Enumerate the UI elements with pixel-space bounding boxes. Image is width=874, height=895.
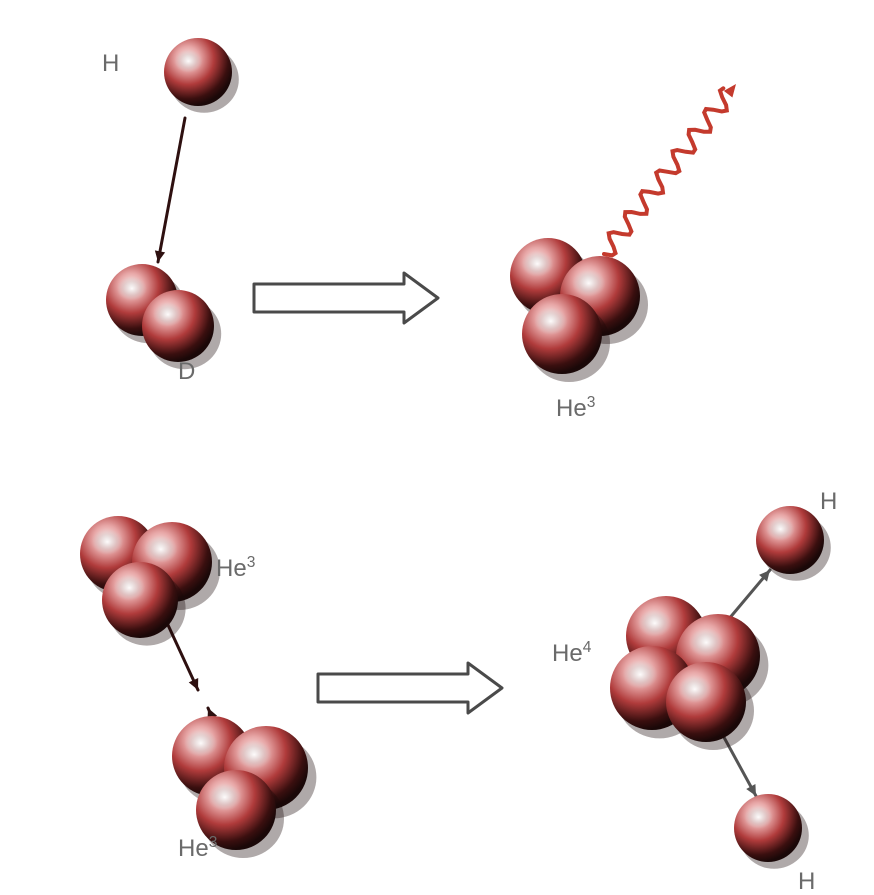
- label-text: He: [178, 835, 209, 862]
- label-He3_midL: He3: [216, 555, 255, 581]
- label-superscript: 3: [587, 394, 596, 411]
- label-text: He: [556, 395, 587, 422]
- label-text: H: [820, 488, 837, 515]
- cluster-D: [106, 264, 221, 369]
- label-text: H: [102, 50, 119, 77]
- block-arrow-react2: [318, 663, 502, 713]
- label-superscript: 3: [247, 554, 256, 571]
- arrow-H-to-D: [155, 118, 185, 262]
- label-superscript: 4: [583, 639, 592, 656]
- label-superscript: 3: [209, 834, 218, 851]
- label-text: D: [178, 358, 195, 385]
- label-He3_botL: He3: [178, 835, 217, 861]
- label-He4: He4: [552, 640, 591, 666]
- label-He3_top: He3: [556, 395, 595, 421]
- block-arrow-react1: [254, 273, 438, 323]
- label-text: H: [798, 868, 815, 895]
- label-text: He: [552, 640, 583, 667]
- label-D: D: [178, 360, 195, 384]
- label-H_rightT: H: [820, 490, 837, 514]
- cluster-He4: [610, 596, 768, 750]
- label-H_top: H: [102, 52, 119, 76]
- cluster-He3_top: [510, 238, 648, 382]
- wavy-arrow-gamma: [604, 84, 736, 255]
- cluster-H_top: [164, 38, 239, 113]
- cluster-H_rightT: [756, 506, 831, 581]
- arrow-He4-to-H-top: [728, 570, 770, 620]
- label-H_rightB: H: [798, 870, 815, 894]
- cluster-He3_midL: [80, 516, 220, 646]
- label-text: He: [216, 555, 247, 582]
- cluster-H_rightB: [734, 794, 809, 869]
- clusters-layer: [80, 38, 831, 869]
